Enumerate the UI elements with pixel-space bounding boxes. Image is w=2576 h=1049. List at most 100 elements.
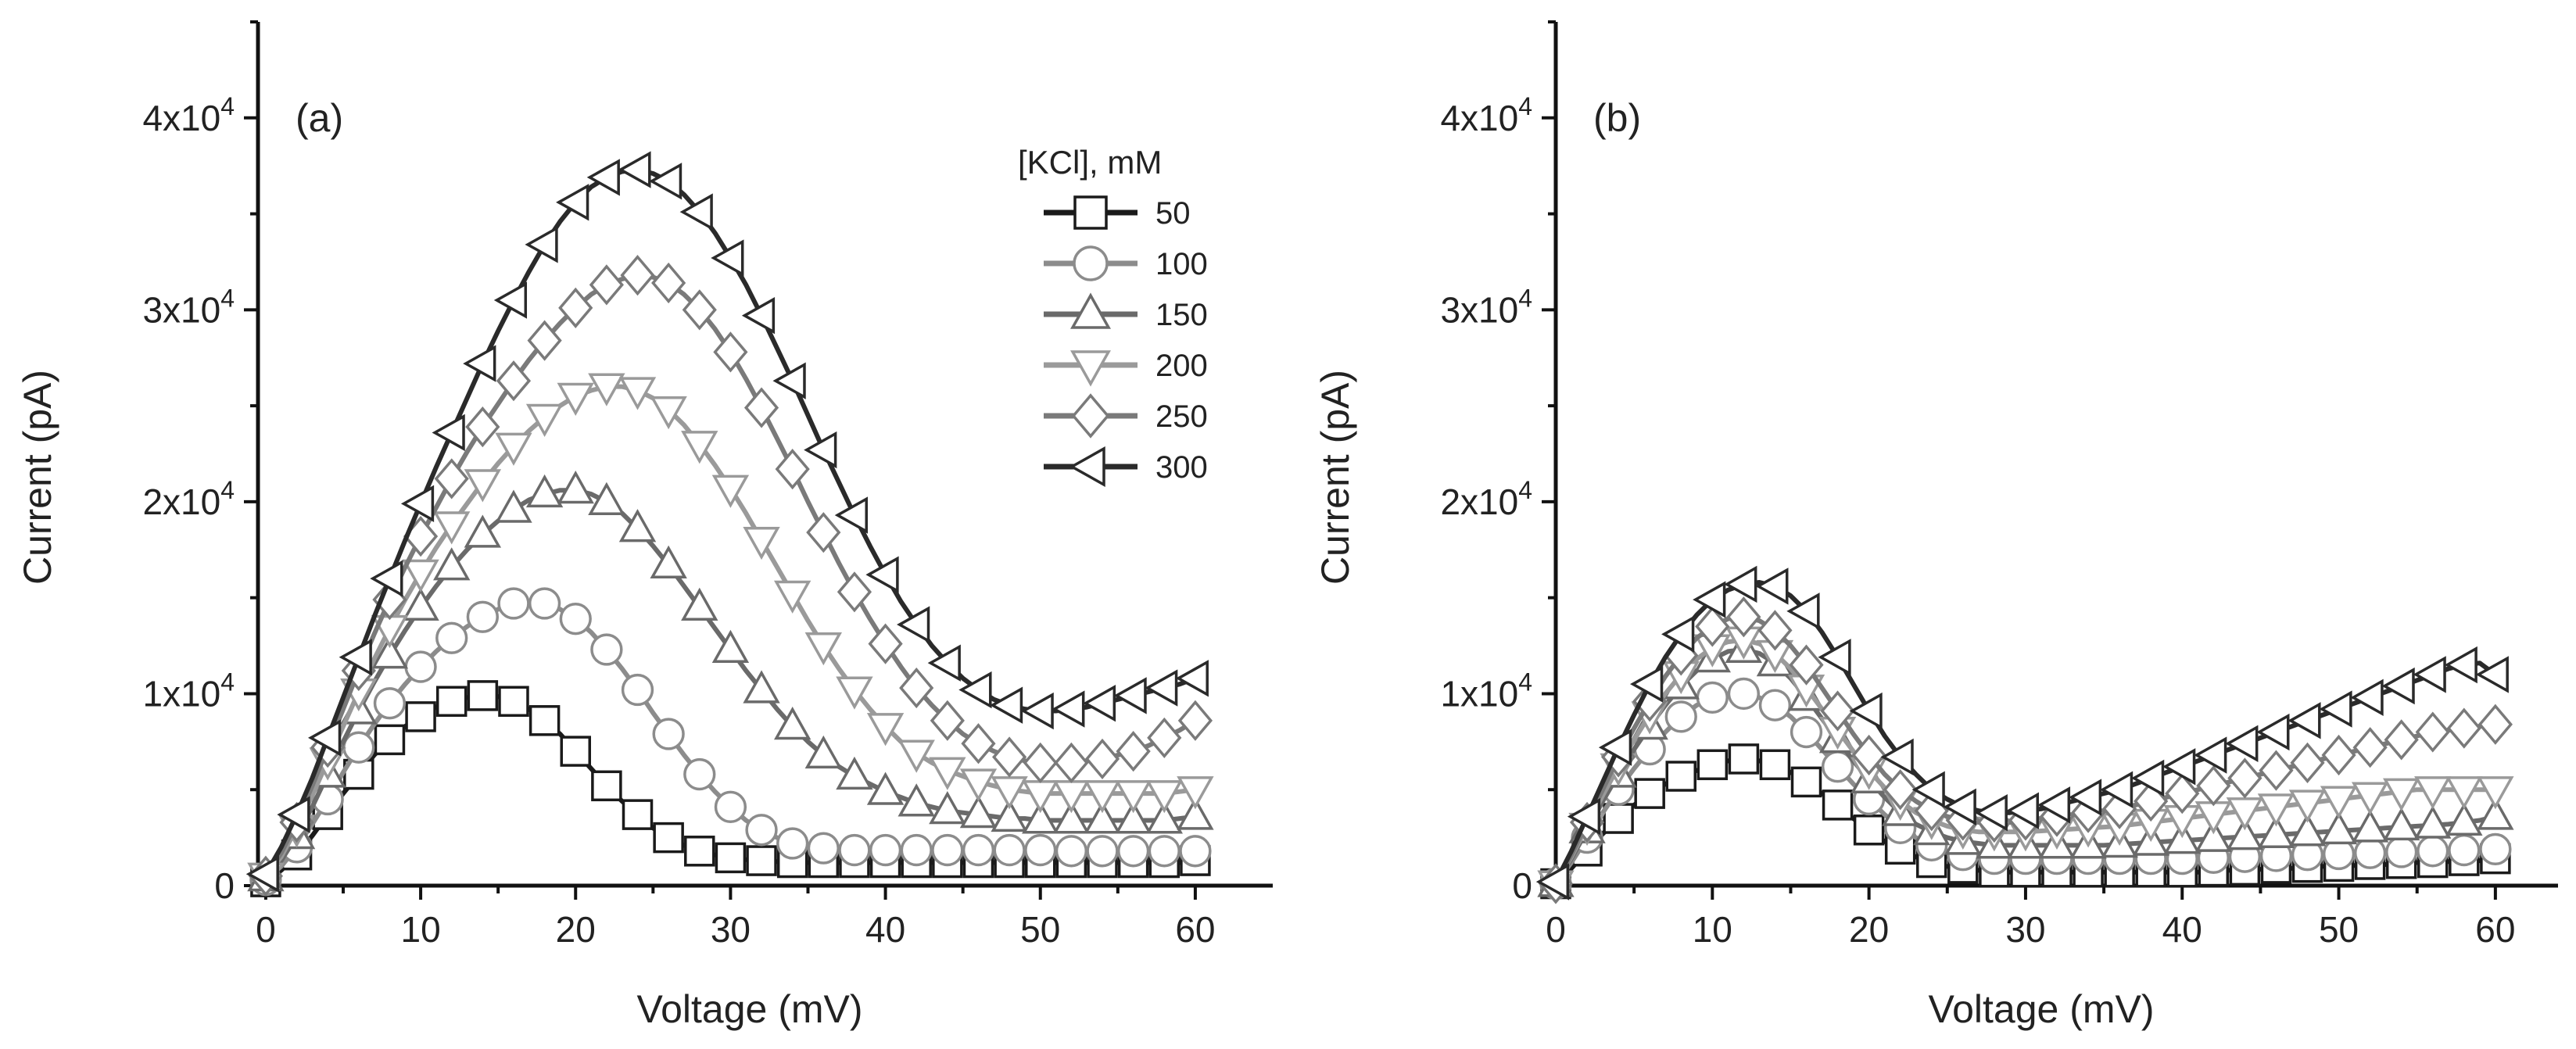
data-point (1664, 700, 1697, 733)
data-point (1911, 771, 1945, 808)
data-point (1759, 749, 1791, 781)
y-tick-label: 3x104 (142, 284, 235, 330)
data-point (591, 770, 622, 802)
data-point (1728, 743, 1760, 775)
plot-area (245, 151, 1214, 897)
y-tick-label: 3x104 (1440, 284, 1532, 330)
data-point (683, 757, 716, 791)
data-point (2351, 782, 2389, 815)
y-tick-label: 2x104 (142, 476, 235, 522)
data-point (528, 587, 561, 620)
data-point (897, 783, 935, 817)
data-point (743, 526, 780, 560)
data-point (807, 832, 840, 865)
data-point (559, 603, 592, 635)
legend-marker (1073, 245, 1109, 281)
data-point (434, 458, 469, 499)
data-point (1175, 660, 1209, 697)
legend-entry-300: 300 (1044, 446, 1208, 487)
x-tick-label: 60 (1175, 909, 1215, 950)
data-point (743, 387, 779, 428)
data-point (435, 621, 468, 654)
legend-label: 250 (1155, 399, 1208, 434)
data-point (307, 719, 342, 757)
data-point (2353, 836, 2387, 869)
legend: [KCl], mM 50 100 150 200 250 300 (1018, 144, 1208, 487)
x-tick-label: 20 (556, 909, 596, 950)
y-axis-title: Current (pA) (16, 370, 59, 585)
data-point (433, 511, 471, 545)
data-point (1603, 803, 1634, 834)
data-point (929, 791, 966, 825)
data-point (1054, 742, 1089, 783)
data-point (498, 686, 529, 718)
data-point (1849, 692, 1883, 730)
data-point (2350, 678, 2384, 717)
legend-marker (1073, 195, 1108, 230)
data-point (1177, 776, 1214, 810)
data-point (772, 362, 806, 399)
legend-label: 300 (1155, 450, 1208, 485)
data-point (773, 707, 811, 740)
data-point (1818, 639, 1851, 676)
panel-a: 0 10 20 30 40 50 60 0 1x104 2x104 3x104 4x104 Voltag… (16, 20, 1273, 1031)
data-point (1789, 644, 1824, 686)
data-point (2382, 778, 2420, 811)
data-point (2226, 817, 2264, 850)
legend-label: 200 (1155, 349, 1208, 383)
data-point (277, 796, 310, 833)
data-point (1727, 677, 1761, 711)
data-point (588, 373, 625, 406)
data-point (527, 320, 562, 361)
data-point (650, 545, 687, 578)
data-point (930, 700, 965, 741)
data-point (2131, 759, 2165, 797)
legend-title: [KCl], mM (1018, 144, 1162, 181)
data-point (897, 739, 935, 773)
data-point (618, 151, 651, 188)
data-point (715, 842, 747, 874)
data-point (1177, 797, 1214, 830)
data-point (2385, 836, 2418, 868)
data-point (866, 772, 905, 805)
data-point (2351, 809, 2389, 843)
data-point (374, 724, 406, 756)
data-point (1145, 780, 1183, 814)
data-point (1943, 788, 1976, 826)
data-point (2415, 711, 2450, 753)
panel-b: 0 10 20 30 40 50 60 0 1x104 2x104 3x104 4x104 Voltag… (1313, 20, 2558, 1031)
data-point (525, 474, 564, 508)
y-tick-label: 2x104 (1440, 476, 1532, 522)
data-point (2445, 776, 2483, 810)
data-point (1758, 689, 1792, 721)
data-point (991, 798, 1028, 832)
legend-label: 100 (1155, 247, 1208, 281)
data-point (2288, 813, 2327, 847)
data-point (2445, 802, 2483, 836)
data-point (525, 226, 558, 263)
data-point (2068, 779, 2102, 816)
data-point (746, 845, 777, 876)
x-tick-label: 20 (1849, 909, 1889, 950)
data-point (1113, 677, 1147, 714)
data-point (1853, 814, 1885, 846)
data-point (1535, 863, 1570, 900)
data-point (1022, 780, 1059, 814)
data-point (590, 633, 623, 666)
series-250 (248, 255, 1213, 897)
data-point (865, 556, 899, 593)
data-point (836, 756, 873, 790)
data-point (834, 496, 868, 534)
data-point (1148, 835, 1181, 868)
data-point (1695, 606, 1730, 647)
data-point (2319, 690, 2352, 728)
data-point (2256, 713, 2290, 751)
legend-entry-200: 200 (1044, 349, 1208, 387)
data-point (1147, 717, 1182, 759)
data-point (836, 676, 873, 710)
data-point (804, 431, 837, 469)
data-point (557, 470, 594, 504)
data-point (2290, 742, 2325, 783)
